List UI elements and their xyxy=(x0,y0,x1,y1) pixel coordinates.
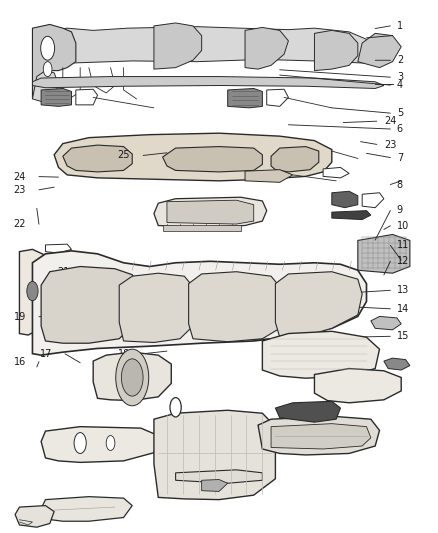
Text: 1: 1 xyxy=(397,21,403,31)
Circle shape xyxy=(106,435,115,450)
Text: 11: 11 xyxy=(397,240,409,251)
Polygon shape xyxy=(154,197,267,227)
Polygon shape xyxy=(32,70,59,103)
Polygon shape xyxy=(154,410,276,499)
Text: 8: 8 xyxy=(397,180,403,190)
Circle shape xyxy=(116,349,149,406)
Polygon shape xyxy=(76,89,98,105)
Text: 2: 2 xyxy=(397,55,403,65)
Polygon shape xyxy=(314,368,401,403)
Polygon shape xyxy=(41,497,132,521)
Text: 19: 19 xyxy=(14,312,26,322)
Polygon shape xyxy=(276,272,362,337)
Polygon shape xyxy=(154,23,201,69)
Text: 16: 16 xyxy=(14,357,26,367)
Polygon shape xyxy=(245,27,288,69)
Text: 14: 14 xyxy=(397,304,409,314)
Polygon shape xyxy=(314,30,358,70)
Circle shape xyxy=(43,62,52,77)
Circle shape xyxy=(27,281,38,301)
Polygon shape xyxy=(258,416,379,455)
Polygon shape xyxy=(358,235,410,273)
Polygon shape xyxy=(15,506,54,527)
Text: 5: 5 xyxy=(397,108,403,118)
Polygon shape xyxy=(262,332,379,378)
Polygon shape xyxy=(41,266,141,343)
Polygon shape xyxy=(267,89,288,107)
Text: 23: 23 xyxy=(14,185,26,195)
Polygon shape xyxy=(32,27,375,63)
Text: 12: 12 xyxy=(397,256,409,266)
Bar xyxy=(162,225,241,231)
Text: 20: 20 xyxy=(118,285,130,295)
Polygon shape xyxy=(228,88,262,108)
Text: 15: 15 xyxy=(397,332,409,341)
Polygon shape xyxy=(63,145,132,172)
Polygon shape xyxy=(46,252,89,274)
Circle shape xyxy=(74,433,86,454)
Polygon shape xyxy=(271,147,319,172)
Polygon shape xyxy=(32,251,367,355)
Polygon shape xyxy=(41,426,158,463)
Text: 24: 24 xyxy=(385,116,397,126)
Polygon shape xyxy=(119,273,193,343)
Text: 25: 25 xyxy=(117,150,130,160)
Text: 24: 24 xyxy=(14,172,26,182)
Text: 23: 23 xyxy=(385,140,397,150)
Polygon shape xyxy=(54,133,332,181)
Polygon shape xyxy=(41,260,59,273)
Polygon shape xyxy=(41,88,71,107)
Text: 10: 10 xyxy=(397,221,409,231)
Polygon shape xyxy=(271,424,371,449)
Circle shape xyxy=(121,359,143,396)
Polygon shape xyxy=(189,272,280,342)
Text: 3: 3 xyxy=(397,72,403,82)
Polygon shape xyxy=(201,480,228,491)
Text: 18: 18 xyxy=(118,349,130,359)
Polygon shape xyxy=(371,317,401,330)
Polygon shape xyxy=(32,25,76,99)
Text: 22: 22 xyxy=(14,219,26,229)
Polygon shape xyxy=(384,358,410,370)
Text: 4: 4 xyxy=(397,80,403,90)
Text: 9: 9 xyxy=(397,205,403,215)
Polygon shape xyxy=(362,193,384,208)
Polygon shape xyxy=(323,167,349,178)
Polygon shape xyxy=(332,211,371,220)
Polygon shape xyxy=(332,191,358,208)
Text: 6: 6 xyxy=(397,124,403,134)
Text: 21: 21 xyxy=(57,267,69,277)
Text: 7: 7 xyxy=(397,152,403,163)
Polygon shape xyxy=(358,34,401,68)
Circle shape xyxy=(170,398,181,417)
Polygon shape xyxy=(276,401,340,422)
Polygon shape xyxy=(176,470,262,483)
Circle shape xyxy=(41,36,55,60)
Text: 13: 13 xyxy=(397,285,409,295)
Polygon shape xyxy=(19,249,54,335)
Polygon shape xyxy=(32,77,384,88)
Text: 17: 17 xyxy=(39,349,52,359)
Polygon shape xyxy=(162,147,262,172)
Polygon shape xyxy=(93,352,171,401)
Polygon shape xyxy=(46,244,71,253)
Polygon shape xyxy=(245,169,293,182)
Polygon shape xyxy=(167,200,254,224)
